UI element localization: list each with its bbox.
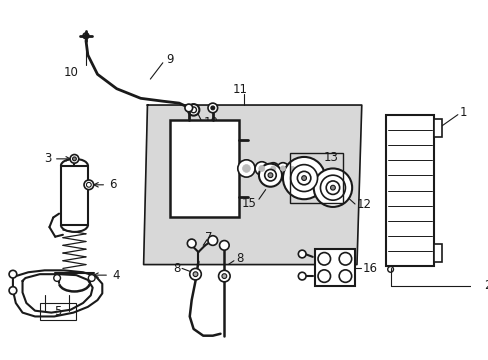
Text: 8: 8 bbox=[235, 252, 243, 265]
Circle shape bbox=[298, 272, 305, 280]
Circle shape bbox=[339, 253, 351, 265]
Circle shape bbox=[86, 183, 91, 187]
Bar bbox=[314, 249, 354, 286]
Text: 7: 7 bbox=[204, 231, 212, 244]
Circle shape bbox=[280, 166, 285, 171]
Circle shape bbox=[222, 274, 226, 279]
Text: 16: 16 bbox=[362, 262, 377, 275]
Circle shape bbox=[88, 275, 95, 282]
Circle shape bbox=[287, 164, 297, 173]
Text: 4: 4 bbox=[94, 269, 119, 282]
Circle shape bbox=[210, 106, 214, 110]
Circle shape bbox=[320, 175, 345, 200]
Circle shape bbox=[264, 170, 276, 181]
Text: 3: 3 bbox=[43, 152, 70, 165]
Circle shape bbox=[84, 35, 87, 37]
Text: 13: 13 bbox=[323, 152, 338, 165]
Circle shape bbox=[301, 176, 306, 180]
Circle shape bbox=[325, 181, 339, 194]
Circle shape bbox=[297, 171, 310, 185]
Circle shape bbox=[9, 287, 17, 294]
Circle shape bbox=[219, 240, 229, 250]
Bar bbox=[40, 303, 76, 320]
Circle shape bbox=[283, 157, 325, 199]
Circle shape bbox=[330, 185, 335, 190]
Text: 6: 6 bbox=[94, 178, 116, 191]
Circle shape bbox=[339, 270, 351, 282]
Text: 10: 10 bbox=[64, 66, 79, 79]
Circle shape bbox=[290, 166, 294, 171]
Circle shape bbox=[267, 163, 279, 174]
Circle shape bbox=[184, 104, 192, 112]
Bar bbox=[289, 153, 342, 203]
Bar bbox=[61, 166, 88, 225]
Circle shape bbox=[187, 239, 196, 248]
Text: 14: 14 bbox=[294, 180, 308, 190]
Text: 9: 9 bbox=[166, 53, 174, 66]
Circle shape bbox=[277, 163, 288, 174]
Circle shape bbox=[237, 160, 255, 177]
Circle shape bbox=[218, 270, 230, 282]
Circle shape bbox=[258, 166, 264, 171]
Circle shape bbox=[297, 164, 306, 173]
Polygon shape bbox=[143, 105, 361, 265]
Circle shape bbox=[298, 250, 305, 258]
Circle shape bbox=[9, 270, 17, 278]
Circle shape bbox=[207, 236, 217, 246]
Bar bbox=[433, 244, 441, 262]
Circle shape bbox=[72, 157, 76, 161]
Bar bbox=[169, 120, 238, 216]
Circle shape bbox=[290, 165, 317, 192]
Circle shape bbox=[300, 166, 304, 171]
Circle shape bbox=[70, 154, 79, 163]
Text: 8: 8 bbox=[172, 262, 180, 275]
Text: 1: 1 bbox=[459, 106, 467, 119]
Circle shape bbox=[317, 270, 330, 282]
Circle shape bbox=[259, 164, 282, 187]
Circle shape bbox=[317, 253, 330, 265]
Circle shape bbox=[267, 173, 272, 177]
Text: 15: 15 bbox=[242, 197, 256, 210]
Circle shape bbox=[207, 103, 217, 113]
Bar bbox=[385, 114, 433, 266]
Circle shape bbox=[242, 165, 250, 172]
Text: 12: 12 bbox=[356, 198, 371, 211]
Circle shape bbox=[270, 166, 275, 171]
Text: 5: 5 bbox=[54, 305, 61, 318]
Circle shape bbox=[54, 275, 61, 282]
Text: 10: 10 bbox=[203, 116, 218, 129]
Circle shape bbox=[189, 269, 201, 280]
Circle shape bbox=[84, 180, 94, 190]
Text: 2: 2 bbox=[483, 279, 488, 292]
Circle shape bbox=[193, 272, 198, 276]
Text: 11: 11 bbox=[232, 83, 247, 96]
Circle shape bbox=[255, 162, 268, 175]
Bar bbox=[433, 120, 441, 137]
Circle shape bbox=[313, 168, 351, 207]
Circle shape bbox=[187, 104, 199, 116]
